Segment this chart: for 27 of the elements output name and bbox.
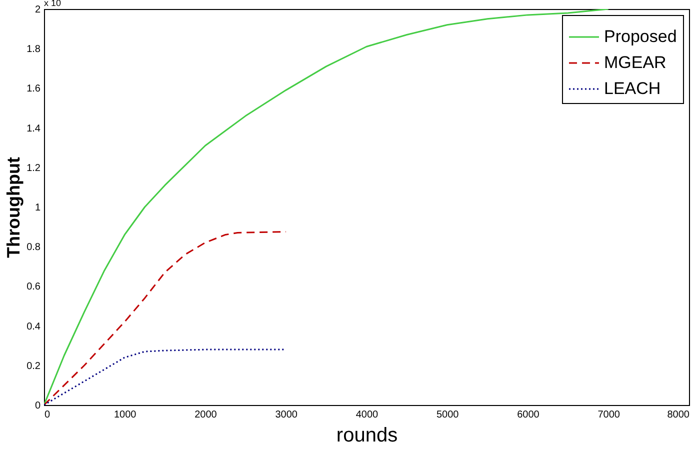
y-tick-label: 2 — [34, 4, 41, 16]
y-tick-label: 0.8 — [26, 242, 41, 254]
x-tick-label: 6000 — [517, 410, 540, 420]
y-axis-title: Throughput — [4, 157, 24, 258]
legend-label: LEACH — [604, 79, 661, 98]
legend-label: Proposed — [604, 27, 677, 46]
x-tick-label: 8000 — [667, 410, 690, 420]
x-tick-label: 2000 — [194, 410, 218, 420]
x-tick-label: 3000 — [275, 410, 298, 420]
legend-label: MGEAR — [604, 53, 666, 72]
x-axis-title: rounds — [336, 424, 398, 446]
text: x 10 — [44, 0, 62, 8]
y-tick-label: 1.4 — [26, 123, 41, 134]
y-tick-label: 1.8 — [26, 44, 41, 56]
y-tick-label: 1.2 — [26, 162, 41, 174]
y-tick-label: 1.6 — [26, 84, 41, 95]
y-tick-label: 0.4 — [26, 321, 41, 332]
y-tick-label: 0 — [34, 400, 41, 412]
x-tick-label: 7000 — [598, 410, 620, 420]
x-tick-label: 0 — [44, 410, 50, 420]
y-tick-label: 0.2 — [26, 360, 41, 372]
line-series — [44, 231, 287, 405]
x-tick-label: 4000 — [356, 410, 379, 420]
x-tick-label: 5000 — [436, 410, 460, 420]
y-tick-label: 1 — [34, 202, 41, 214]
x-tick-label: 1000 — [114, 410, 137, 420]
y-tick-label: 0.6 — [26, 282, 41, 293]
